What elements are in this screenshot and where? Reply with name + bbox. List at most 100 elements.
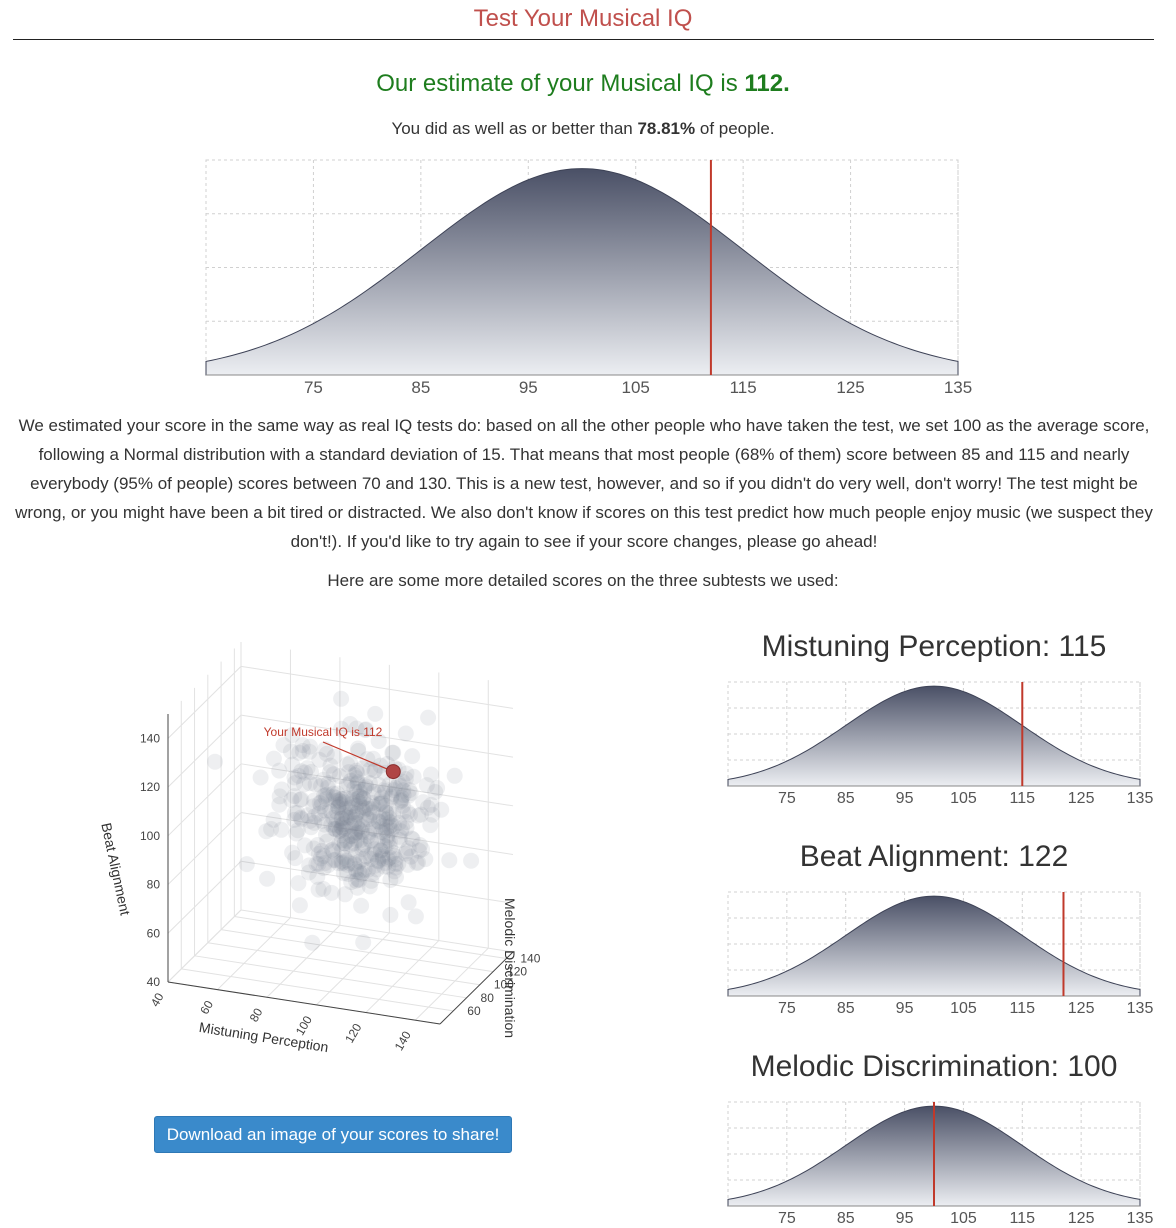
population-point	[364, 795, 381, 811]
population-point	[357, 778, 374, 795]
population-point	[346, 767, 363, 784]
population-point	[441, 852, 458, 869]
population-point	[381, 818, 398, 835]
population-point	[415, 794, 432, 811]
population-point	[383, 788, 400, 805]
population-point	[331, 796, 347, 813]
overall-iq-distribution-chart: 75 85 95 105 115 125 135	[205, 159, 972, 397]
mistuning-perception-distribution-chart: 75 85 95 105 115 125 135	[727, 681, 1153, 807]
population-point	[299, 807, 316, 824]
population-point	[362, 761, 379, 778]
subtests-intro: Here are some more detailed scores on th…	[327, 571, 839, 590]
population-point	[286, 788, 303, 805]
percentile-prefix: You did as well as or better than	[391, 119, 638, 138]
population-point	[351, 788, 368, 805]
population-point	[334, 832, 351, 849]
population-point	[393, 823, 409, 840]
population-point	[326, 820, 342, 837]
population-point	[348, 832, 365, 848]
x-tick-label: 105	[950, 1000, 977, 1017]
x-tick-label: 105	[622, 378, 650, 397]
population-point	[348, 770, 365, 787]
population-point	[373, 795, 390, 812]
population-point	[320, 775, 337, 792]
population-point	[446, 767, 463, 784]
population-point	[325, 852, 342, 869]
population-point	[325, 810, 342, 826]
population-point	[293, 791, 310, 808]
download-scores-image-button[interactable]: Download an image of your scores to shar…	[154, 1116, 512, 1153]
population-point	[349, 824, 366, 841]
population-point	[310, 881, 327, 898]
population-point	[336, 794, 353, 811]
population-point	[310, 855, 327, 872]
population-point	[423, 796, 440, 813]
population-point	[410, 854, 426, 871]
population-point	[334, 841, 351, 858]
population-point	[353, 823, 370, 840]
population-point	[344, 828, 361, 845]
population-point	[327, 821, 344, 838]
x-tick-label: 75	[778, 1210, 796, 1227]
population-point	[392, 792, 409, 808]
population-point	[380, 809, 397, 826]
population-point	[402, 806, 418, 823]
population-point	[353, 866, 370, 883]
population-point	[337, 790, 354, 807]
population-point	[273, 781, 290, 798]
population-point	[358, 800, 375, 817]
population-point	[329, 811, 346, 828]
population-point	[347, 797, 364, 814]
melodic-discrimination-distribution-chart: 75 85 95 105 115 125 135	[727, 1101, 1153, 1227]
population-point	[433, 801, 450, 818]
population-point	[333, 810, 350, 827]
highlight-leader-line	[322, 741, 394, 773]
population-point	[410, 807, 426, 824]
population-point	[335, 816, 352, 833]
population-point	[408, 855, 425, 871]
z-tick-label: 40	[147, 975, 161, 989]
population-point	[394, 773, 411, 790]
population-point	[373, 789, 390, 806]
population-point	[342, 772, 359, 789]
population-point	[329, 804, 346, 821]
population-point	[316, 855, 333, 872]
population-point	[289, 822, 306, 839]
population-point	[331, 835, 348, 852]
population-point	[403, 848, 419, 865]
population-point	[370, 813, 387, 830]
population-point	[390, 775, 407, 792]
population-point	[305, 798, 322, 815]
population-point	[423, 766, 439, 783]
population-point	[378, 822, 394, 839]
population-point	[306, 792, 323, 809]
population-point	[284, 727, 301, 744]
population-point	[315, 848, 332, 864]
population-point	[399, 856, 416, 873]
population-point	[385, 806, 402, 823]
population-point	[349, 815, 366, 831]
population-point	[301, 775, 318, 792]
population-point	[344, 791, 361, 808]
population-point	[397, 771, 414, 787]
population-point	[337, 820, 354, 837]
population-point	[398, 843, 415, 860]
x-tick-label: 40	[148, 990, 167, 1009]
population-point	[405, 768, 422, 785]
population-point	[352, 783, 368, 800]
population-point	[341, 855, 358, 872]
population-point	[365, 784, 382, 800]
population-point	[271, 788, 288, 805]
population-point	[375, 810, 392, 827]
population-point	[394, 797, 411, 814]
population-point	[309, 868, 326, 885]
population-point	[361, 878, 378, 895]
population-point	[348, 720, 365, 737]
population-point	[302, 812, 318, 829]
population-point	[355, 811, 372, 828]
z-axis-title: Beat Alignment	[98, 821, 133, 917]
population-point	[372, 842, 389, 859]
population-point	[342, 716, 359, 732]
x-tick-label: 105	[950, 1210, 977, 1227]
population-point	[384, 844, 401, 861]
